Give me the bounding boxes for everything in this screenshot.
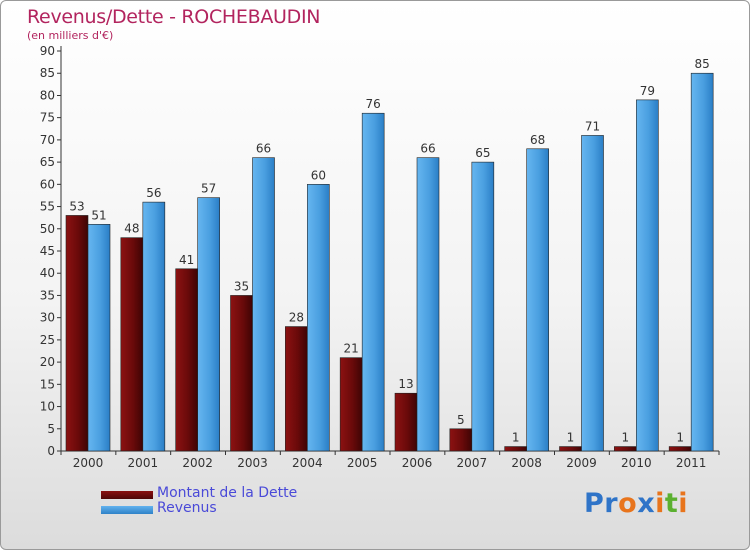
y-tick-label: 75: [40, 111, 55, 125]
y-tick-label: 25: [40, 333, 55, 347]
bar-debt: [614, 446, 637, 452]
data-label-debt: 13: [398, 377, 413, 391]
data-label-revenue: 56: [146, 186, 161, 200]
legend-swatch-revenue: [101, 506, 153, 514]
y-tick-label: 45: [40, 244, 55, 258]
bar-revenue: [636, 99, 659, 452]
chart-title: Revenus/Dette - ROCHEBAUDIN: [27, 6, 321, 28]
logo-letter: i: [655, 488, 665, 519]
bar-debt: [394, 392, 418, 452]
legend-swatch-debt: [101, 491, 153, 499]
data-label-debt: 48: [124, 222, 139, 236]
logo-letter: x: [637, 488, 656, 519]
logo-letter: r: [604, 488, 619, 519]
data-label-revenue: 66: [256, 142, 271, 156]
chart-subtitle: (en milliers d'€): [27, 29, 114, 42]
y-tick-label: 50: [40, 222, 55, 236]
data-label-revenue: 60: [311, 168, 326, 182]
logo-letter: o: [618, 488, 638, 519]
bar-debt: [230, 295, 253, 452]
bar-debt: [504, 446, 527, 452]
y-tick-label: 10: [40, 400, 55, 414]
y-tick-label: 60: [40, 177, 55, 191]
data-label-revenue: 76: [366, 97, 381, 111]
bar-debt: [668, 446, 692, 452]
bar-revenue: [142, 201, 166, 452]
data-label-revenue: 71: [585, 119, 600, 133]
x-tick-label: 2005: [347, 456, 378, 470]
bar-revenue: [690, 72, 714, 452]
legend-label-revenue: Revenus: [157, 500, 217, 516]
bar-revenue: [361, 112, 385, 452]
logo-letter: P: [584, 488, 605, 519]
y-tick-label: 65: [40, 155, 55, 169]
bar-debt: [120, 237, 144, 452]
data-label-debt: 41: [179, 253, 194, 267]
data-label-revenue: 51: [91, 208, 106, 222]
logo-letter: t: [664, 488, 679, 519]
data-label-revenue: 57: [201, 182, 216, 196]
data-label-revenue: 68: [530, 133, 545, 147]
y-tick-label: 80: [40, 88, 55, 102]
y-tick-label: 35: [40, 288, 55, 302]
y-tick-label: 90: [40, 44, 55, 58]
bar-revenue: [197, 197, 220, 452]
bar-revenue: [526, 148, 549, 452]
data-label-debt: 1: [512, 431, 520, 445]
data-label-debt: 21: [344, 342, 359, 356]
legend-label-debt: Montant de la Dette: [157, 485, 298, 501]
bar-revenue: [87, 224, 111, 452]
y-tick-label: 85: [40, 66, 55, 80]
y-tick-label: 20: [40, 355, 55, 369]
data-label-debt: 28: [289, 311, 304, 325]
axis-layer: 0510152025303540455055606570758085902000…: [40, 44, 720, 470]
bar-revenue: [416, 157, 440, 452]
data-label-revenue: 79: [640, 84, 655, 98]
data-label-debt: 1: [676, 431, 684, 445]
bar-debt: [285, 326, 308, 452]
y-tick-label: 5: [47, 422, 55, 436]
x-tick-label: 2011: [676, 456, 707, 470]
data-label-debt: 1: [622, 431, 630, 445]
y-tick-label: 55: [40, 200, 55, 214]
x-tick-label: 2000: [73, 456, 104, 470]
bar-revenue: [581, 135, 604, 452]
data-label-debt: 5: [457, 413, 465, 427]
bar-debt: [175, 268, 198, 452]
data-label-debt: 1: [567, 431, 575, 445]
bar-revenue: [471, 161, 495, 452]
x-tick-label: 2002: [182, 456, 213, 470]
bar-debt: [559, 446, 582, 452]
data-label-revenue: 66: [420, 142, 435, 156]
x-tick-label: 2009: [566, 456, 597, 470]
bar-revenue: [252, 157, 275, 452]
x-tick-label: 2008: [511, 456, 542, 470]
data-label-revenue: 65: [475, 146, 490, 160]
x-tick-label: 2003: [237, 456, 268, 470]
data-label-debt: 35: [234, 279, 249, 293]
y-tick-label: 70: [40, 133, 55, 147]
bar-revenue: [307, 184, 330, 452]
bars-layer: [65, 72, 714, 452]
y-tick-label: 15: [40, 377, 55, 391]
x-tick-label: 2001: [128, 456, 159, 470]
x-tick-label: 2007: [457, 456, 488, 470]
x-tick-label: 2004: [292, 456, 323, 470]
proxiti-logo: Proxiti: [584, 488, 688, 519]
data-label-revenue: 85: [695, 57, 710, 71]
logo-letter: i: [678, 488, 689, 519]
x-tick-label: 2006: [402, 456, 433, 470]
bar-debt: [449, 428, 473, 452]
x-tick-label: 2010: [621, 456, 652, 470]
y-tick-label: 40: [40, 266, 55, 280]
data-label-debt: 53: [69, 199, 84, 213]
y-tick-label: 30: [40, 311, 55, 325]
bar-debt: [339, 357, 363, 452]
y-tick-label: 0: [47, 444, 55, 458]
bar-debt: [65, 215, 89, 452]
